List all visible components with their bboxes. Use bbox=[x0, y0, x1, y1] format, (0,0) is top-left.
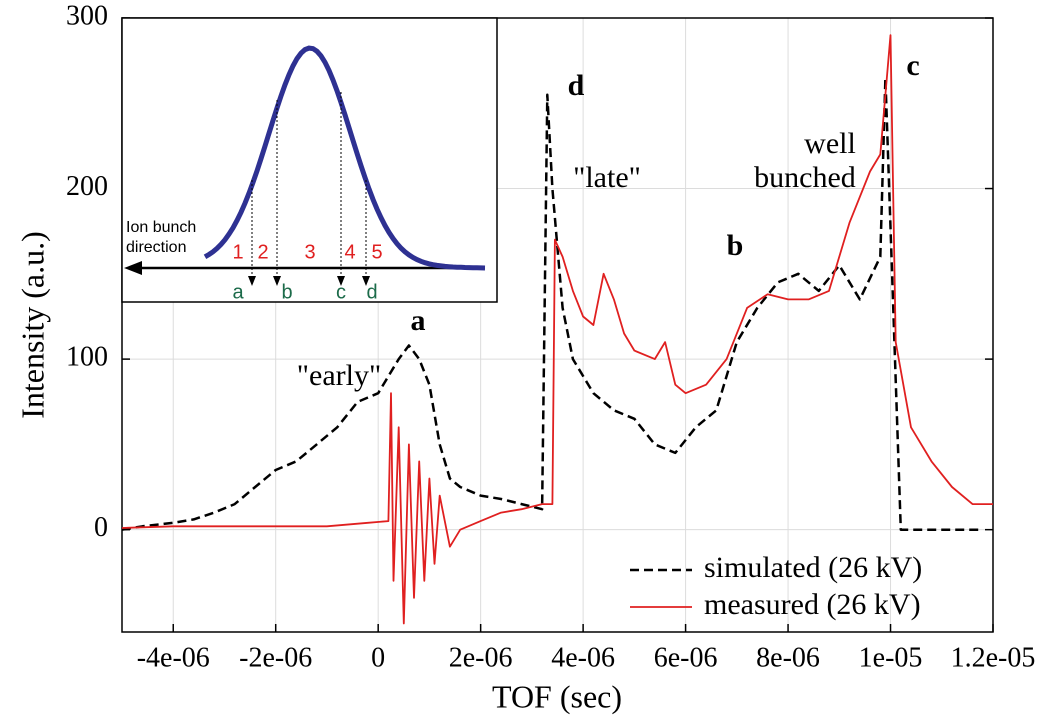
point-label: a bbox=[232, 281, 244, 303]
legend-label: simulated (26 kV) bbox=[704, 551, 922, 584]
point-label: b bbox=[281, 281, 292, 303]
inset: Ion bunch direction 1 2 3 4 5 a b c d bbox=[121, 17, 498, 303]
x-tick-label: -2e-06 bbox=[239, 642, 312, 673]
annotation: c bbox=[906, 49, 919, 82]
region-label: 3 bbox=[304, 241, 315, 263]
annotation: well bbox=[804, 127, 856, 160]
y-tick-label: 100 bbox=[66, 342, 108, 373]
region-label: 2 bbox=[257, 241, 268, 263]
marker-head bbox=[337, 276, 345, 286]
x-tick-label: -4e-06 bbox=[137, 642, 210, 673]
x-tick-label: 1.2e-05 bbox=[951, 642, 1036, 673]
x-tick-label: 0 bbox=[371, 642, 385, 673]
annotation: bunched bbox=[754, 161, 856, 194]
x-tick-label: 2e-06 bbox=[449, 642, 513, 673]
y-tick-label: 0 bbox=[94, 512, 108, 543]
point-label: d bbox=[366, 281, 377, 303]
region-label: 4 bbox=[344, 241, 355, 263]
annotation: a bbox=[411, 304, 426, 337]
point-label: c bbox=[336, 281, 346, 303]
legend-label: measured (26 kV) bbox=[704, 588, 921, 621]
y-tick-label: 300 bbox=[66, 0, 108, 31]
y-tick-label: 200 bbox=[66, 171, 108, 202]
x-tick-label: 4e-06 bbox=[551, 642, 615, 673]
x-axis-label: TOF (sec) bbox=[492, 678, 622, 714]
x-tick-label: 6e-06 bbox=[654, 642, 718, 673]
annotation: "early" bbox=[297, 359, 381, 392]
annotation: d bbox=[568, 69, 585, 102]
arrow-head bbox=[124, 261, 142, 275]
data-line bbox=[121, 34, 993, 625]
annotation: b bbox=[727, 229, 744, 262]
marker-head bbox=[362, 276, 370, 286]
region-label: 5 bbox=[371, 241, 382, 263]
plot-frame bbox=[121, 17, 994, 633]
direction-label: direction bbox=[126, 239, 186, 256]
marker-head bbox=[273, 276, 281, 286]
direction-label: Ion bunch bbox=[126, 219, 196, 236]
annotation: "late" bbox=[573, 161, 641, 194]
marker-head bbox=[248, 276, 256, 286]
region-label: 1 bbox=[232, 241, 243, 263]
x-tick-label: 1e-05 bbox=[859, 642, 923, 673]
y-axis-label: Intensity (a.u.) bbox=[14, 231, 50, 419]
x-tick-label: 8e-06 bbox=[756, 642, 820, 673]
inset-frame bbox=[121, 17, 498, 303]
